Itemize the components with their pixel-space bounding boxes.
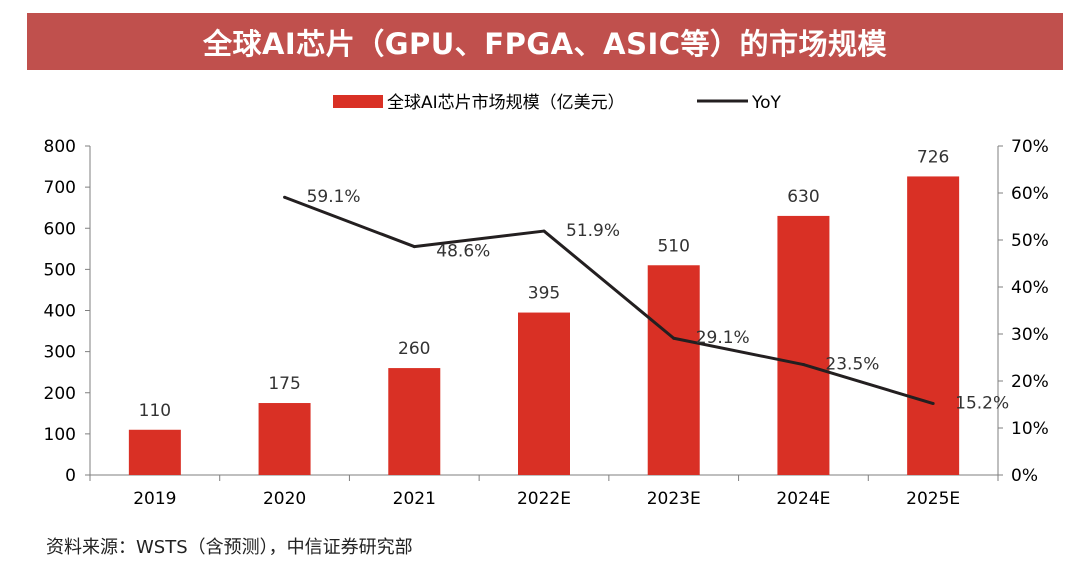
bar [907,176,960,475]
y-tick-label-left: 600 [44,219,76,239]
y-tick-label-left: 800 [44,137,76,157]
yoy-point [283,195,287,199]
x-tick-label: 2024E [776,489,830,509]
yoy-point [801,363,805,367]
bar [518,312,570,475]
x-tick-label: 2025E [906,489,960,509]
bar [258,403,311,475]
yoy-value-label: 48.6% [436,242,490,262]
source-note: 资料来源：WSTS（含预测），中信证券研究部 [46,537,413,558]
bar-value-label: 110 [139,401,171,421]
y-tick-label-right: 0% [1011,466,1038,486]
legend-swatch-bar [333,95,383,108]
bar-value-label: 260 [398,339,430,359]
bar-value-label: 175 [268,374,300,394]
yoy-value-label: 29.1% [696,328,750,348]
yoy-point [931,402,935,406]
yoy-point [672,336,676,340]
x-tick-label: 2022E [517,489,571,509]
bar-value-label: 726 [917,147,949,167]
x-tick-label: 2020 [263,489,306,509]
yoy-line [284,195,934,405]
y-tick-label-right: 10% [1011,419,1049,439]
legend-label-line: YoY [751,93,782,113]
y-tick-label-right: 70% [1011,137,1049,157]
chart-title: 全球AI芯片（GPU、FPGA、ASIC等）的市场规模 [202,26,888,61]
legend-label-bar: 全球AI芯片市场规模（亿美元） [387,93,625,113]
x-tick-label: 2021 [393,489,436,509]
yoy-value-label: 59.1% [307,187,361,207]
yoy-point [542,229,546,233]
yoy-point [412,245,416,249]
y-tick-label-right: 30% [1011,325,1049,345]
y-tick-label-left: 700 [44,178,76,198]
y-tick-label-left: 100 [44,425,76,445]
yoy-value-label: 23.5% [825,355,879,375]
bar-value-label: 510 [657,236,689,256]
y-tick-label-right: 50% [1011,231,1049,251]
yoy-value-label: 51.9% [566,221,620,241]
chart-title-bar: 全球AI芯片（GPU、FPGA、ASIC等）的市场规模 [27,13,1063,70]
y-tick-label-left: 500 [44,260,76,280]
x-tick-label: 2023E [647,489,701,509]
yoy-value-label: 15.2% [955,394,1009,414]
bar-value-label: 395 [528,284,560,304]
y-tick-label-right: 20% [1011,372,1049,392]
y-tick-label-left: 300 [44,343,76,363]
y-tick-label-left: 200 [44,384,76,404]
y-tick-label-right: 60% [1011,184,1049,204]
y-tick-label-left: 0 [65,466,76,486]
bar [128,429,181,475]
bar [647,265,700,475]
y-tick-label-left: 400 [44,302,76,322]
x-tick-label: 2019 [133,489,176,509]
bar [777,215,830,475]
y-tick-label-right: 40% [1011,278,1049,298]
bar [388,368,441,475]
bar-value-label: 630 [787,187,819,207]
